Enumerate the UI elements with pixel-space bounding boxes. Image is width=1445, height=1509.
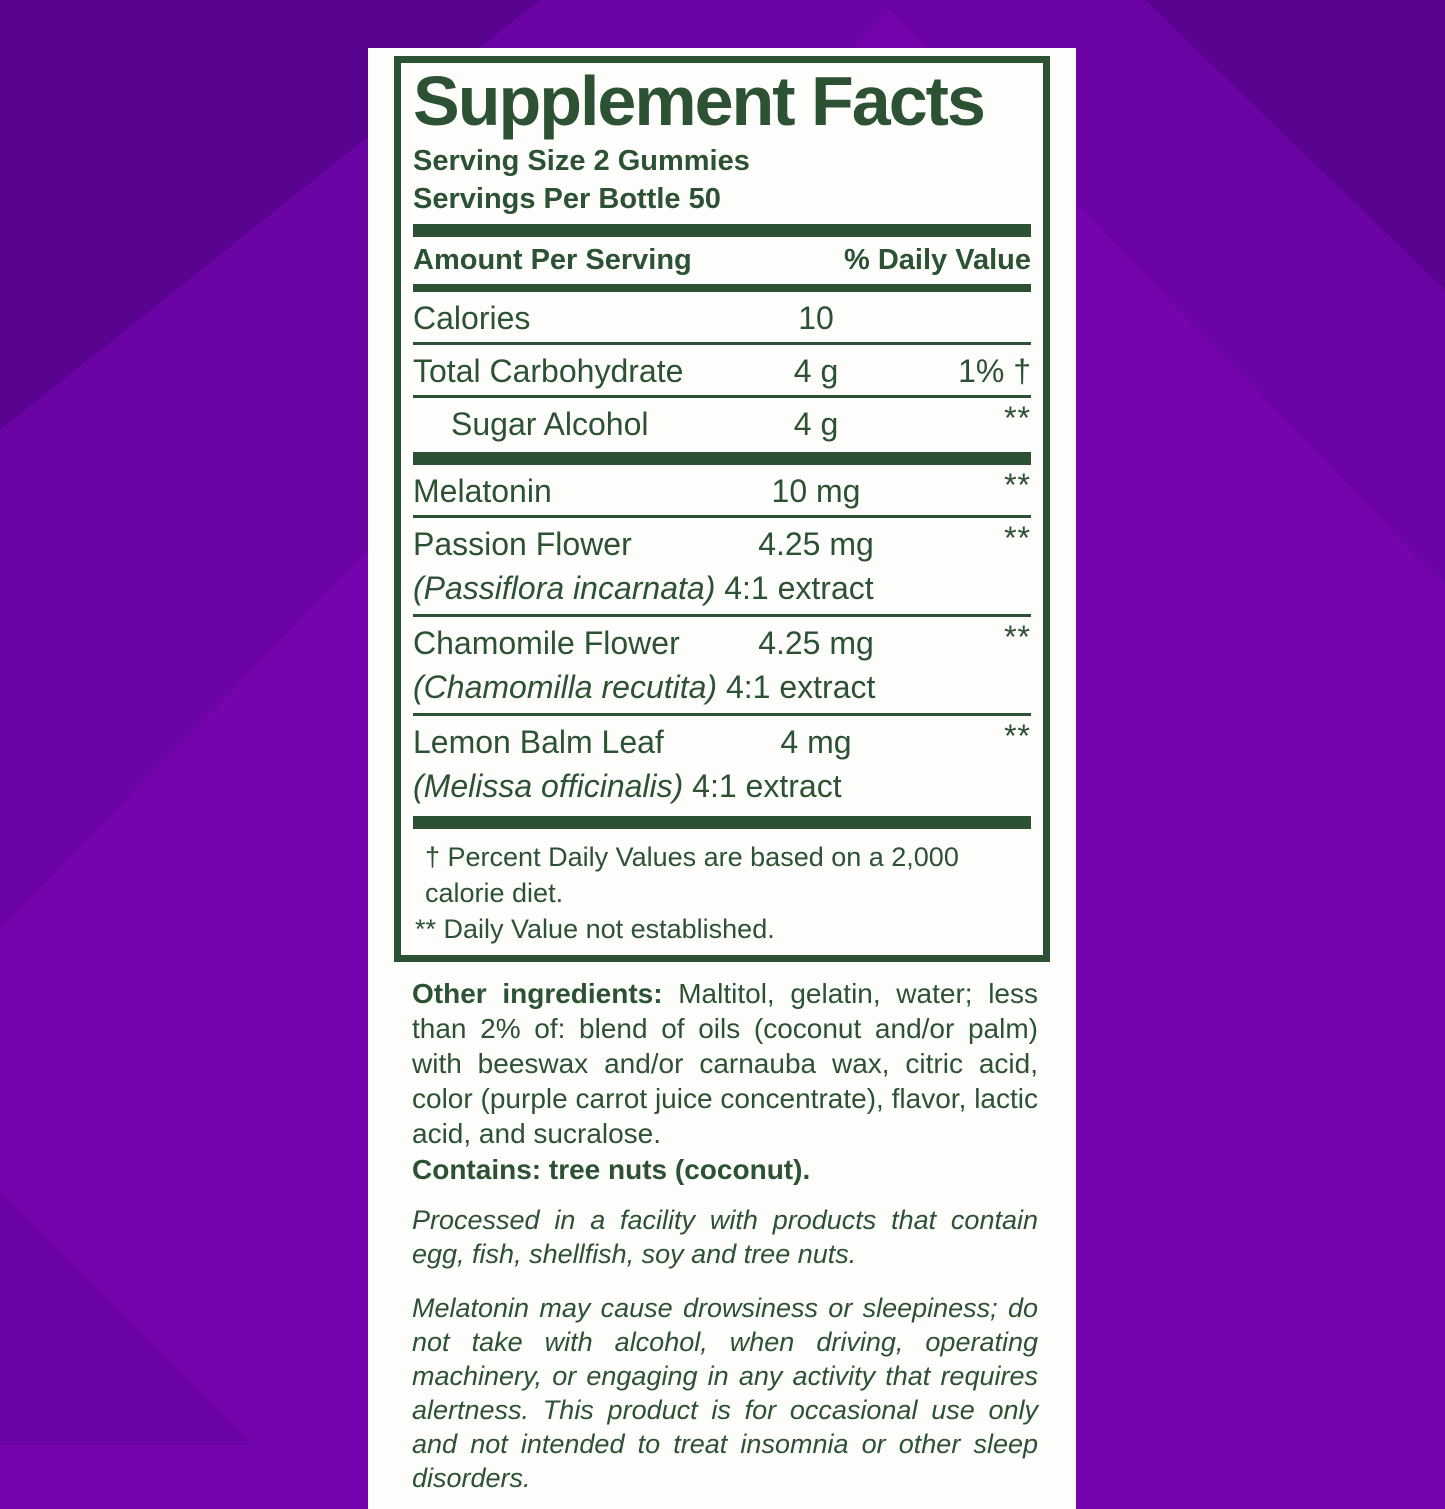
separator-thick <box>413 223 1031 237</box>
table-row: Total Carbohydrate 4 g 1% † <box>413 345 1031 395</box>
supplement-facts-title: Supplement Facts <box>413 62 986 140</box>
latin-name: (Passiflora incarnata) <box>413 569 716 606</box>
table-header: Amount Per Serving % Daily Value <box>413 237 1031 284</box>
header-amount-per-serving: Amount Per Serving <box>413 243 692 276</box>
ingredient-daily-value: ** <box>901 400 1031 443</box>
dv-asterisks: ** <box>1004 618 1031 655</box>
footnote-not-established: ** Daily Value not established. <box>415 913 775 944</box>
facts-rows: Calories 10 Total Carbohydrate 4 g 1% † Sugar… <box>413 292 1031 812</box>
separator-thick <box>413 815 1031 829</box>
ingredient-name: Passion Flower <box>413 525 632 562</box>
serving-size: Serving Size 2 Gummies <box>413 144 750 177</box>
table-row: Calories 10 <box>413 292 1031 342</box>
separator-thick <box>413 451 1031 465</box>
table-row: Passion Flower 4.25 mg ** <box>413 518 1031 568</box>
separator-hairline <box>413 514 1031 518</box>
ingredient-name: Calories <box>413 299 531 336</box>
dv-asterisks: ** <box>1004 466 1031 503</box>
latin-name: (Chamomilla recutita) <box>413 668 718 705</box>
other-ingredients-text: Maltitol, gelatin, water; less than 2% o… <box>412 977 1038 1149</box>
supplement-facts-box: Supplement Facts Serving Size 2 Gummies … <box>394 56 1050 962</box>
separator-hairline <box>413 394 1031 398</box>
ingredient-amount: 4 g <box>793 405 839 442</box>
separator-hairline <box>413 341 1031 345</box>
separator-medium <box>413 283 1031 292</box>
dv-asterisks: ** <box>1004 519 1031 556</box>
dv-asterisks: ** <box>1004 399 1031 436</box>
melatonin-warning: Melatonin may cause drowsiness or sleepi… <box>412 1292 1038 1493</box>
extract-ratio: 4:1 extract <box>715 569 874 606</box>
footnote-daily-value: † Percent Daily Values are based on a 2,… <box>425 841 959 908</box>
ingredient-daily-value: 1% † <box>958 352 1031 389</box>
botanical-subline: (Passiflora incarnata) 4:1 extract <box>413 568 1031 614</box>
separator-hairline <box>413 712 1031 716</box>
footnotes: † Percent Daily Values are based on a 2,… <box>413 829 1031 947</box>
ingredient-amount: 4.25 mg <box>758 525 874 562</box>
header-daily-value: % Daily Value <box>844 243 1031 276</box>
ingredient-amount: 4.25 mg <box>758 624 874 661</box>
ingredient-amount: 4 mg <box>780 723 852 760</box>
ingredient-daily-value: ** <box>901 718 1031 761</box>
ingredient-name: Sugar Alcohol <box>451 405 649 442</box>
facility-warning: Processed in a facility with products th… <box>412 1204 1038 1269</box>
separator-hairline <box>413 613 1031 617</box>
table-row: Lemon Balm Leaf 4 mg ** <box>413 716 1031 766</box>
extract-ratio: 4:1 extract <box>717 668 876 705</box>
dv-asterisks: ** <box>1004 717 1031 754</box>
table-row: Sugar Alcohol 4 g ** <box>413 398 1031 448</box>
other-ingredients: Other ingredients: Maltitol, gelatin, wa… <box>412 976 1038 1151</box>
ingredient-name: Lemon Balm Leaf <box>413 723 664 760</box>
label-panel: Supplement Facts Serving Size 2 Gummies … <box>368 48 1076 1509</box>
ingredient-daily-value: ** <box>901 467 1031 510</box>
extract-ratio: 4:1 extract <box>683 767 842 804</box>
label-paragraphs: Other ingredients: Maltitol, gelatin, wa… <box>398 976 1052 1495</box>
botanical-subline: (Chamomilla recutita) 4:1 extract <box>413 667 1031 713</box>
servings-per-bottle: Servings Per Bottle 50 <box>413 182 721 215</box>
ingredient-daily-value: ** <box>901 619 1031 662</box>
other-ingredients-label: Other ingredients: <box>412 977 663 1009</box>
ingredient-amount: 10 <box>798 299 834 336</box>
ingredient-amount: 4 g <box>793 352 839 389</box>
ingredient-daily-value: ** <box>901 520 1031 563</box>
table-row: Chamomile Flower 4.25 mg ** <box>413 617 1031 667</box>
botanical-subline: (Melissa officinalis) 4:1 extract <box>413 766 1031 812</box>
ingredient-name: Total Carbohydrate <box>413 352 684 389</box>
ingredient-amount: 10 mg <box>771 472 861 509</box>
contains-statement: Contains: tree nuts (coconut). <box>412 1153 811 1185</box>
latin-name: (Melissa officinalis) <box>413 767 684 804</box>
table-row: Melatonin 10 mg ** <box>413 465 1031 515</box>
ingredient-name: Melatonin <box>413 472 552 509</box>
ingredient-name: Chamomile Flower <box>413 624 680 661</box>
